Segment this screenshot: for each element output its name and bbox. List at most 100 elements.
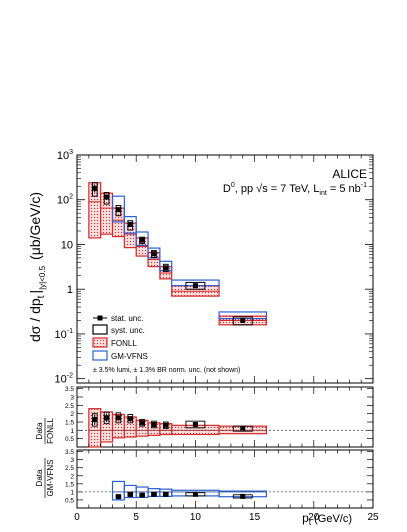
gmvfns-ratio-y-tick-label-5: 3 [70,457,74,464]
fonll-ratio-point-4 [139,420,145,426]
main-y-tick-label-exp-0: -2 [67,373,73,380]
fonll-ratio-point-3 [127,416,133,422]
main-panel-frame [76,154,374,384]
main-y-axis-title-sub: t [36,295,47,298]
lumi-label-sup: -1 [361,182,367,189]
fonll-ratio-y-title-bottom: FONLL [46,418,55,444]
main-y-tick-label-1: 10-1 [55,328,74,341]
gmvfns-band-6 [159,260,173,272]
lumi-label-value: = 5 nb [327,183,361,195]
experiment-label: ALICE [332,167,367,181]
gmvfns-ratio-y-tick-label-6: 3.5 [65,449,74,456]
gmvfns-ratio-y-title: Data GM-VFNS [35,458,55,498]
main-y-axis-title-bar: | [27,290,43,294]
data-point-3 [127,221,133,227]
data-point-7 [192,283,198,289]
gmvfns-ratio-y-tick-label-2: 1.5 [65,481,74,488]
gmvfns-ratio-point-5 [192,491,198,497]
syst-box-8 [232,316,253,326]
fonll-ratio-point-2 [115,415,121,421]
fonll-ratio-band-0 [88,408,102,448]
gmvfns-ratio-point-1 [127,491,133,497]
main-y-tick-label-base-1: 10 [55,329,67,341]
gmvfns-ratio-y-title-bottom: GM-VFNS [46,460,55,497]
data-point-1 [104,194,110,200]
main-y-tick-label-0: 10-2 [55,373,74,386]
gmvfns-ratio-point-2 [139,492,145,498]
fonll-ratio-point-7 [192,422,198,427]
gmvfns-ratio-point-6 [240,493,246,499]
fonll-ratio-y-tick-label-0: 0.5 [65,436,74,443]
legend-stat-marker [97,315,103,321]
main-y-tick-label-4: 102 [57,194,73,207]
data-point-8 [240,317,246,323]
gmvfns-band-4 [135,231,149,247]
data-point-0 [92,185,98,191]
gmvfns-band-3 [123,215,137,234]
fonll-ratio-y-tick-label-6: 3.5 [65,386,74,393]
fonll-ratio-y-tick-label-4: 2.5 [65,403,74,410]
main-y-tick-label-exp-4: 2 [69,194,73,201]
x-axis-title-sub: t [309,518,312,527]
main-y-axis-title: dσ / dpt||y|<0.5 (μb/GeV/c) [27,192,47,342]
gmvfns-ratio-point-0 [115,494,121,500]
gmvfns-band-2 [111,195,125,223]
main-y-axis-title-main: dσ / dp [27,298,43,342]
fonll-ratio-panel-frame [76,386,374,448]
gmvfns-ratio-point-4 [163,491,169,497]
x-tick-label-0: 0 [74,512,80,523]
main-y-tick-label-exp-1: -1 [67,328,73,335]
data-point-6 [163,265,169,271]
x-tick-label-1: 5 [133,512,139,523]
fonll-ratio-y-tick-label-5: 3 [70,395,74,402]
main-y-axis-title-sub2: |y|<0.5 [38,265,47,290]
legend-syst-label: syst. unc. [111,326,145,335]
fonll-ratio-point-8 [240,426,246,432]
gmvfns-ratio-y-tick-label-4: 2.5 [65,465,74,472]
fonll-ratio-point-5 [151,422,157,427]
system-label-main: D [223,183,231,195]
system-label-rest: , pp √s = 7 TeV, L [235,183,320,195]
gmvfns-ratio-y-tick-label-1: 1 [70,489,74,496]
fonll-ratio-y-title: Data FONLL [35,418,55,444]
data-point-4 [139,237,145,243]
fonll-ratio-point-1 [104,415,110,421]
gmvfns-ratio-y-tick-label-0: 0.5 [65,497,74,504]
x-tick-label-4: 20 [308,512,320,523]
legend-gmvfns-marker [92,350,108,361]
x-axis-title: pt (GeV/c) [302,511,352,527]
system-label: D0, pp √s = 7 TeV, Lint = 5 nb-1 [223,182,367,197]
fonll-ratio-y-tick-label-2: 1.5 [65,420,74,427]
legend-syst-marker [92,324,108,335]
gmvfns-ratio-y-tick-label-3: 2 [70,473,74,480]
fonll-ratio-syst-box-7 [185,420,206,429]
gmvfns-ratio-point-3 [151,491,157,497]
legend-fonll-label: FONLL [111,339,137,348]
x-tick-label-2: 10 [190,512,202,523]
x-axis-title-unit: (GeV/c) [311,513,352,525]
x-tick-label-3: 15 [249,512,261,523]
legend-gmvfns-label: GM-VFNS [111,352,148,361]
system-label-sup: 0 [231,182,235,189]
normalization-note: ± 3.5% lumi, ± 1.3% BR norm. unc. (not s… [93,367,240,374]
main-y-tick-label-base-4: 10 [57,195,69,207]
main-y-axis-title-unit: (μb/GeV/c) [27,192,43,260]
x-axis-title-main: p [302,511,309,525]
main-y-tick-label-base-5: 10 [57,150,69,162]
data-point-5 [151,251,157,257]
main-y-tick-label-exp-5: 3 [69,149,73,156]
legend: stat. unc. syst. unc. FONLL GM-VFNS ± 3.… [92,314,240,374]
data-point-2 [115,207,121,213]
x-tick-label-5: 25 [367,512,379,523]
fonll-ratio-point-6 [163,422,169,428]
main-y-tick-label-base-0: 10 [55,374,67,386]
legend-fonll-marker [92,337,108,348]
main-y-tick-label-3: 10 [61,239,73,251]
main-y-tick-label-5: 103 [57,149,73,162]
fonll-ratio-y-title-top: Data [35,422,44,439]
main-y-tick-label-2: 1 [67,284,73,296]
fonll-ratio-y-tick-label-1: 1 [70,428,74,435]
gmvfns-ratio-y-title-top: Data [35,469,44,486]
